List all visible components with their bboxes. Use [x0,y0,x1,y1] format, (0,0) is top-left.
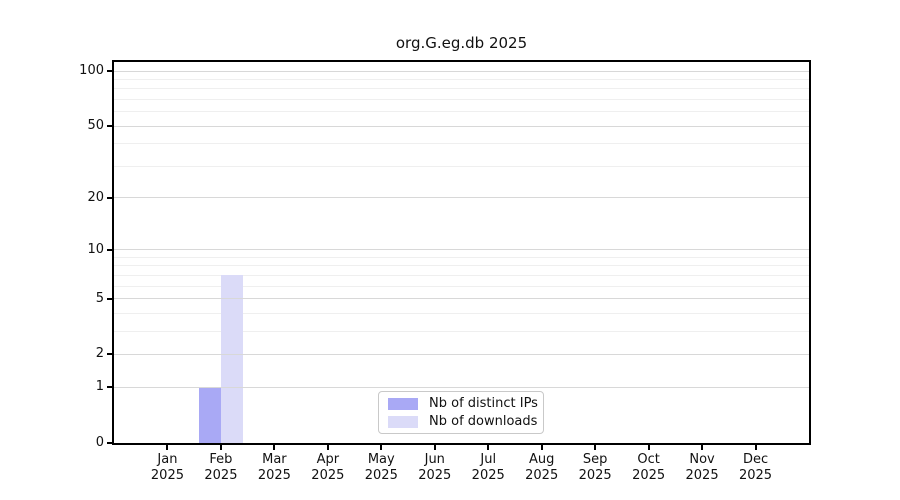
x-axis-month-label: May [367,452,395,467]
x-axis-tick [647,445,650,450]
plot-area: 0 1 2 5 10 20 50 100 Jan 2025 Feb 2025 Mar 2025 Apr 202… [79,60,811,483]
y-axis-tick [107,297,112,300]
x-axis-tick [326,445,329,450]
y-axis-tick [107,353,112,356]
x-axis-month-label: Apr [316,452,340,467]
minor-gridline [114,312,809,314]
y-axis-tick [107,386,112,389]
y-axis-tick-label: 0 [95,435,104,450]
x-axis-month-label: Sep [582,452,608,467]
bar-downloads [220,275,243,443]
y-axis-tick [107,125,112,128]
legend-item: Nb of downloads [388,414,538,429]
x-axis-tick-label: Mar 2025 [239,452,309,484]
x-axis-tick-label: Nov 2025 [667,452,737,484]
x-axis-tick [380,445,383,450]
minor-gridline [114,143,809,145]
legend-item-label: Nb of downloads [429,414,538,429]
legend-item: Nb of distinct IPs [388,396,538,411]
y-axis-tick-label: 5 [95,290,104,306]
x-axis-year-label: 2025 [578,468,612,483]
x-axis-tick-label: Jan 2025 [132,452,202,484]
minor-gridline [114,98,809,100]
x-axis-year-label: 2025 [150,468,184,483]
minor-gridline [114,274,809,276]
minor-gridline [114,78,809,80]
x-axis-year-label: 2025 [525,468,559,483]
y-axis-tick [107,70,112,73]
x-axis-tick-label: Oct 2025 [614,452,684,484]
minor-gridline [114,88,809,90]
major-gridline [114,125,809,127]
x-axis-tick-label: Jun 2025 [400,452,470,484]
x-axis-year-label: 2025 [364,468,398,483]
major-gridline [114,298,809,300]
y-axis-tick-label: 1 [95,379,104,395]
major-gridline [114,386,809,388]
x-axis-month-label: Dec [742,452,769,467]
x-axis-tick [540,445,543,450]
x-axis-tick [754,445,757,450]
minor-gridline [114,111,809,113]
minor-gridline [114,285,809,287]
x-axis-year-label: 2025 [632,468,666,483]
y-axis-tick [107,442,112,444]
legend-swatch [388,415,418,428]
legend-swatch [388,397,418,410]
legend-item-label: Nb of distinct IPs [429,396,538,411]
y-axis-tick-label: 20 [87,189,104,205]
x-axis-year-label: 2025 [685,468,719,483]
x-axis-tick-label: Feb 2025 [186,452,256,484]
x-axis-tick [594,445,597,450]
x-axis-month-label: Aug [528,452,555,467]
x-axis-month-label: Jun [424,452,445,467]
x-axis-month-label: Jul [480,452,497,467]
x-axis-month-label: Jan [157,452,178,467]
x-axis-tick [166,445,169,450]
y-axis-tick [107,248,112,251]
x-axis-year-label: 2025 [204,468,238,483]
x-axis-tick [701,445,704,450]
y-axis-tick-label: 10 [87,241,104,257]
legend: Nb of distinct IPs Nb of downloads [378,391,544,434]
x-axis-tick [273,445,276,450]
x-axis-month-label: Feb [209,452,233,467]
x-axis-month-label: Oct [637,452,660,467]
x-axis-tick [487,445,490,450]
minor-gridline [114,330,809,332]
x-axis-year-label: 2025 [738,468,773,483]
y-axis-tick-label: 2 [95,346,104,362]
x-axis-tick-label: Dec 2025 [721,452,791,484]
y-axis-tick-label: 50 [87,118,104,134]
minor-gridline [114,256,809,258]
x-axis-tick-label: Aug 2025 [507,452,577,484]
chart-title: org.G.eg.db 2025 [395,34,528,52]
x-axis-tick [219,445,222,450]
x-axis-year-label: 2025 [418,468,452,483]
major-gridline [114,197,809,199]
x-axis-tick-label: Jul 2025 [453,452,523,484]
x-axis-year-label: 2025 [257,468,291,483]
major-gridline [114,353,809,355]
x-axis-year-label: 2025 [471,468,505,483]
minor-gridline [114,265,809,267]
x-axis-year-label: 2025 [311,468,345,483]
bar-distinct-ips [198,387,221,443]
x-axis-month-label: Nov [689,452,715,467]
y-axis-tick-label: 100 [79,63,104,79]
x-axis-tick [433,445,436,450]
major-gridline [114,70,809,72]
y-axis-tick [107,196,112,199]
minor-gridline [114,165,809,167]
x-axis-tick-label: Sep 2025 [560,452,630,484]
x-axis-tick-label: Apr 2025 [293,452,363,484]
x-axis-tick-label: May 2025 [346,452,416,484]
major-gridline [114,249,809,251]
x-axis-month-label: Mar [262,452,287,467]
